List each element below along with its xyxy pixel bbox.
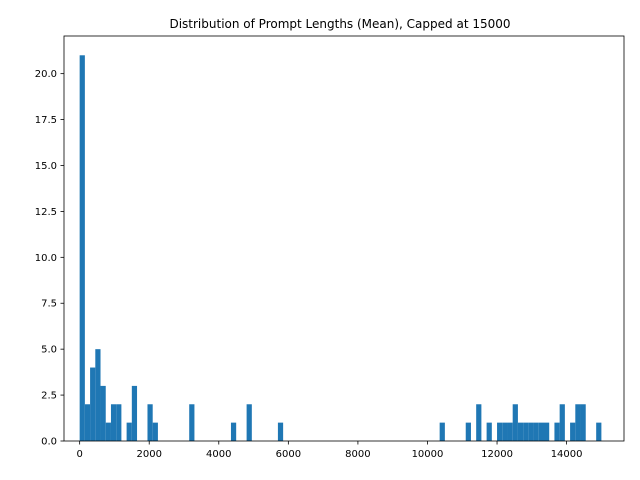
histogram-bar: [116, 404, 122, 441]
histogram-bar: [544, 422, 550, 441]
x-tick-label: 4000: [206, 449, 231, 460]
histogram-bar: [507, 422, 513, 441]
histogram-bar: [95, 349, 101, 441]
histogram-bar: [596, 422, 602, 441]
y-tick-label: 17.5: [35, 115, 57, 126]
histogram-bar: [126, 422, 132, 441]
axes-frame: [63, 35, 625, 442]
x-axis-ticks: 0 2000 4000 6000 8000 10000 12000 14000: [76, 441, 583, 460]
histogram-bar: [476, 404, 482, 441]
histogram-bar: [528, 422, 534, 441]
histogram-bar: [152, 422, 158, 441]
histogram-bar: [105, 422, 111, 441]
histogram-bar: [465, 422, 471, 441]
histogram-bar: [277, 422, 284, 441]
histogram-bar: [110, 404, 117, 441]
x-tick-label: 8000: [345, 449, 370, 460]
histogram-bar: [486, 422, 492, 441]
chart-title: Distribution of Prompt Lengths (Mean), C…: [169, 17, 510, 31]
plot-border: [63, 35, 625, 442]
histogram-bar: [512, 404, 518, 441]
histogram-bar: [580, 404, 586, 441]
histogram-bar: [230, 422, 237, 441]
histogram-bar: [147, 404, 153, 441]
histogram-bar: [570, 422, 576, 441]
histogram-bar: [575, 404, 581, 441]
y-tick-label: 20.0: [35, 69, 57, 80]
y-tick-label: 0.0: [41, 437, 57, 448]
histogram-bar: [131, 385, 138, 441]
histogram-bar: [523, 422, 529, 441]
histogram-bar: [90, 367, 96, 441]
y-tick-label: 15.0: [35, 161, 57, 172]
x-tick-label: 2000: [136, 449, 161, 460]
y-tick-label: 12.5: [35, 207, 57, 218]
x-tick-label: 0: [76, 449, 82, 460]
x-tick-label: 12000: [481, 449, 513, 460]
histogram-bar: [84, 404, 91, 441]
y-tick-label: 7.5: [41, 299, 57, 310]
histogram-bar: [497, 422, 503, 441]
histogram-bar: [517, 422, 524, 441]
histogram-bar: [100, 385, 106, 441]
x-tick-label: 10000: [412, 449, 444, 460]
histogram-bar: [439, 422, 445, 441]
y-tick-label: 2.5: [41, 391, 57, 402]
y-tick-label: 10.0: [35, 253, 57, 264]
y-tick-label: 5.0: [41, 345, 57, 356]
histogram-bar: [246, 404, 252, 441]
histogram-bar: [559, 404, 565, 441]
histogram-bars: [79, 55, 602, 442]
histogram-bar: [533, 422, 539, 441]
histogram-bar: [538, 422, 544, 441]
histogram-bar: [554, 422, 560, 441]
y-axis-ticks: 0.0 2.5 5.0 7.5 10.0 12.5 15.0 17.5 20.0: [35, 69, 64, 448]
x-tick-label: 14000: [551, 449, 583, 460]
x-tick-label: 6000: [276, 449, 301, 460]
histogram-bar: [502, 422, 508, 441]
histogram-bar: [189, 404, 195, 441]
histogram-bar: [79, 55, 85, 442]
